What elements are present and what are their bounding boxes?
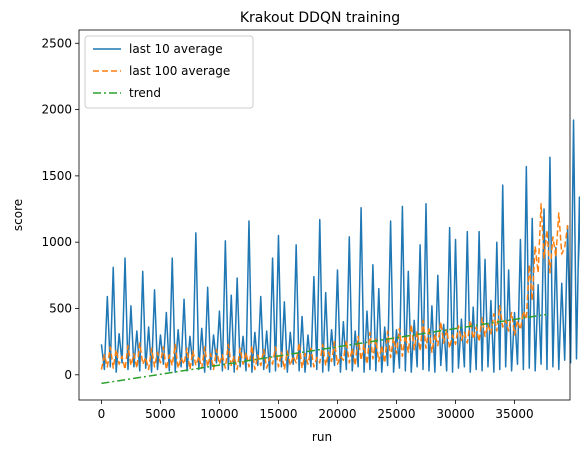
x-tick-label: 10000 bbox=[200, 407, 238, 421]
y-tick-label: 500 bbox=[49, 301, 72, 315]
y-tick-label: 2000 bbox=[41, 103, 72, 117]
y-axis-label: score bbox=[11, 199, 25, 231]
plot-frame bbox=[78, 29, 571, 401]
plot-area bbox=[78, 29, 580, 401]
x-axis: 0 5000 10000 15000 20000 25000 30000 35000 bbox=[98, 400, 534, 421]
legend-label-1: last 100 average bbox=[129, 64, 230, 78]
y-tick-label: 2500 bbox=[41, 36, 72, 50]
series-line-2 bbox=[101, 313, 547, 385]
y-tick-label: 0 bbox=[64, 368, 72, 382]
x-tick-label: 5000 bbox=[145, 407, 176, 421]
legend-box bbox=[84, 35, 254, 109]
y-tick-label: 1000 bbox=[41, 235, 72, 249]
x-tick-label: 35000 bbox=[495, 407, 533, 421]
legend-label-0: last 10 average bbox=[129, 42, 223, 56]
chart-title: Krakout DDQN training bbox=[240, 10, 400, 26]
x-tick-label: 25000 bbox=[377, 407, 415, 421]
series-line-1 bbox=[100, 202, 569, 371]
y-tick-label: 1500 bbox=[41, 169, 72, 183]
x-tick-label: 20000 bbox=[318, 407, 356, 421]
x-axis-label: run bbox=[312, 430, 332, 444]
legend: last 10 average last 100 average trend bbox=[84, 35, 254, 109]
legend-label-2: trend bbox=[129, 86, 161, 100]
x-tick-label: 0 bbox=[98, 407, 106, 421]
y-axis: 0 500 1000 1500 2000 2500 bbox=[41, 36, 79, 382]
series-layer bbox=[100, 119, 580, 385]
x-tick-label: 15000 bbox=[259, 407, 297, 421]
x-tick-label: 30000 bbox=[436, 407, 474, 421]
